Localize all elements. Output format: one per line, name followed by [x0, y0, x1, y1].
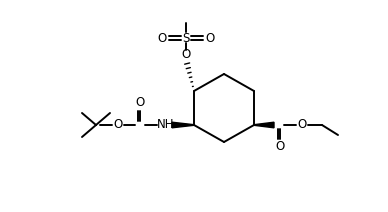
Text: O: O [181, 47, 191, 60]
Text: S: S [182, 32, 190, 45]
Polygon shape [172, 122, 194, 128]
Text: O: O [275, 141, 285, 153]
Text: O: O [113, 119, 123, 131]
Text: O: O [135, 96, 145, 110]
Polygon shape [254, 122, 274, 128]
Text: O: O [205, 32, 215, 45]
Text: O: O [297, 119, 307, 131]
Text: NH: NH [157, 119, 175, 131]
Text: O: O [158, 32, 166, 45]
